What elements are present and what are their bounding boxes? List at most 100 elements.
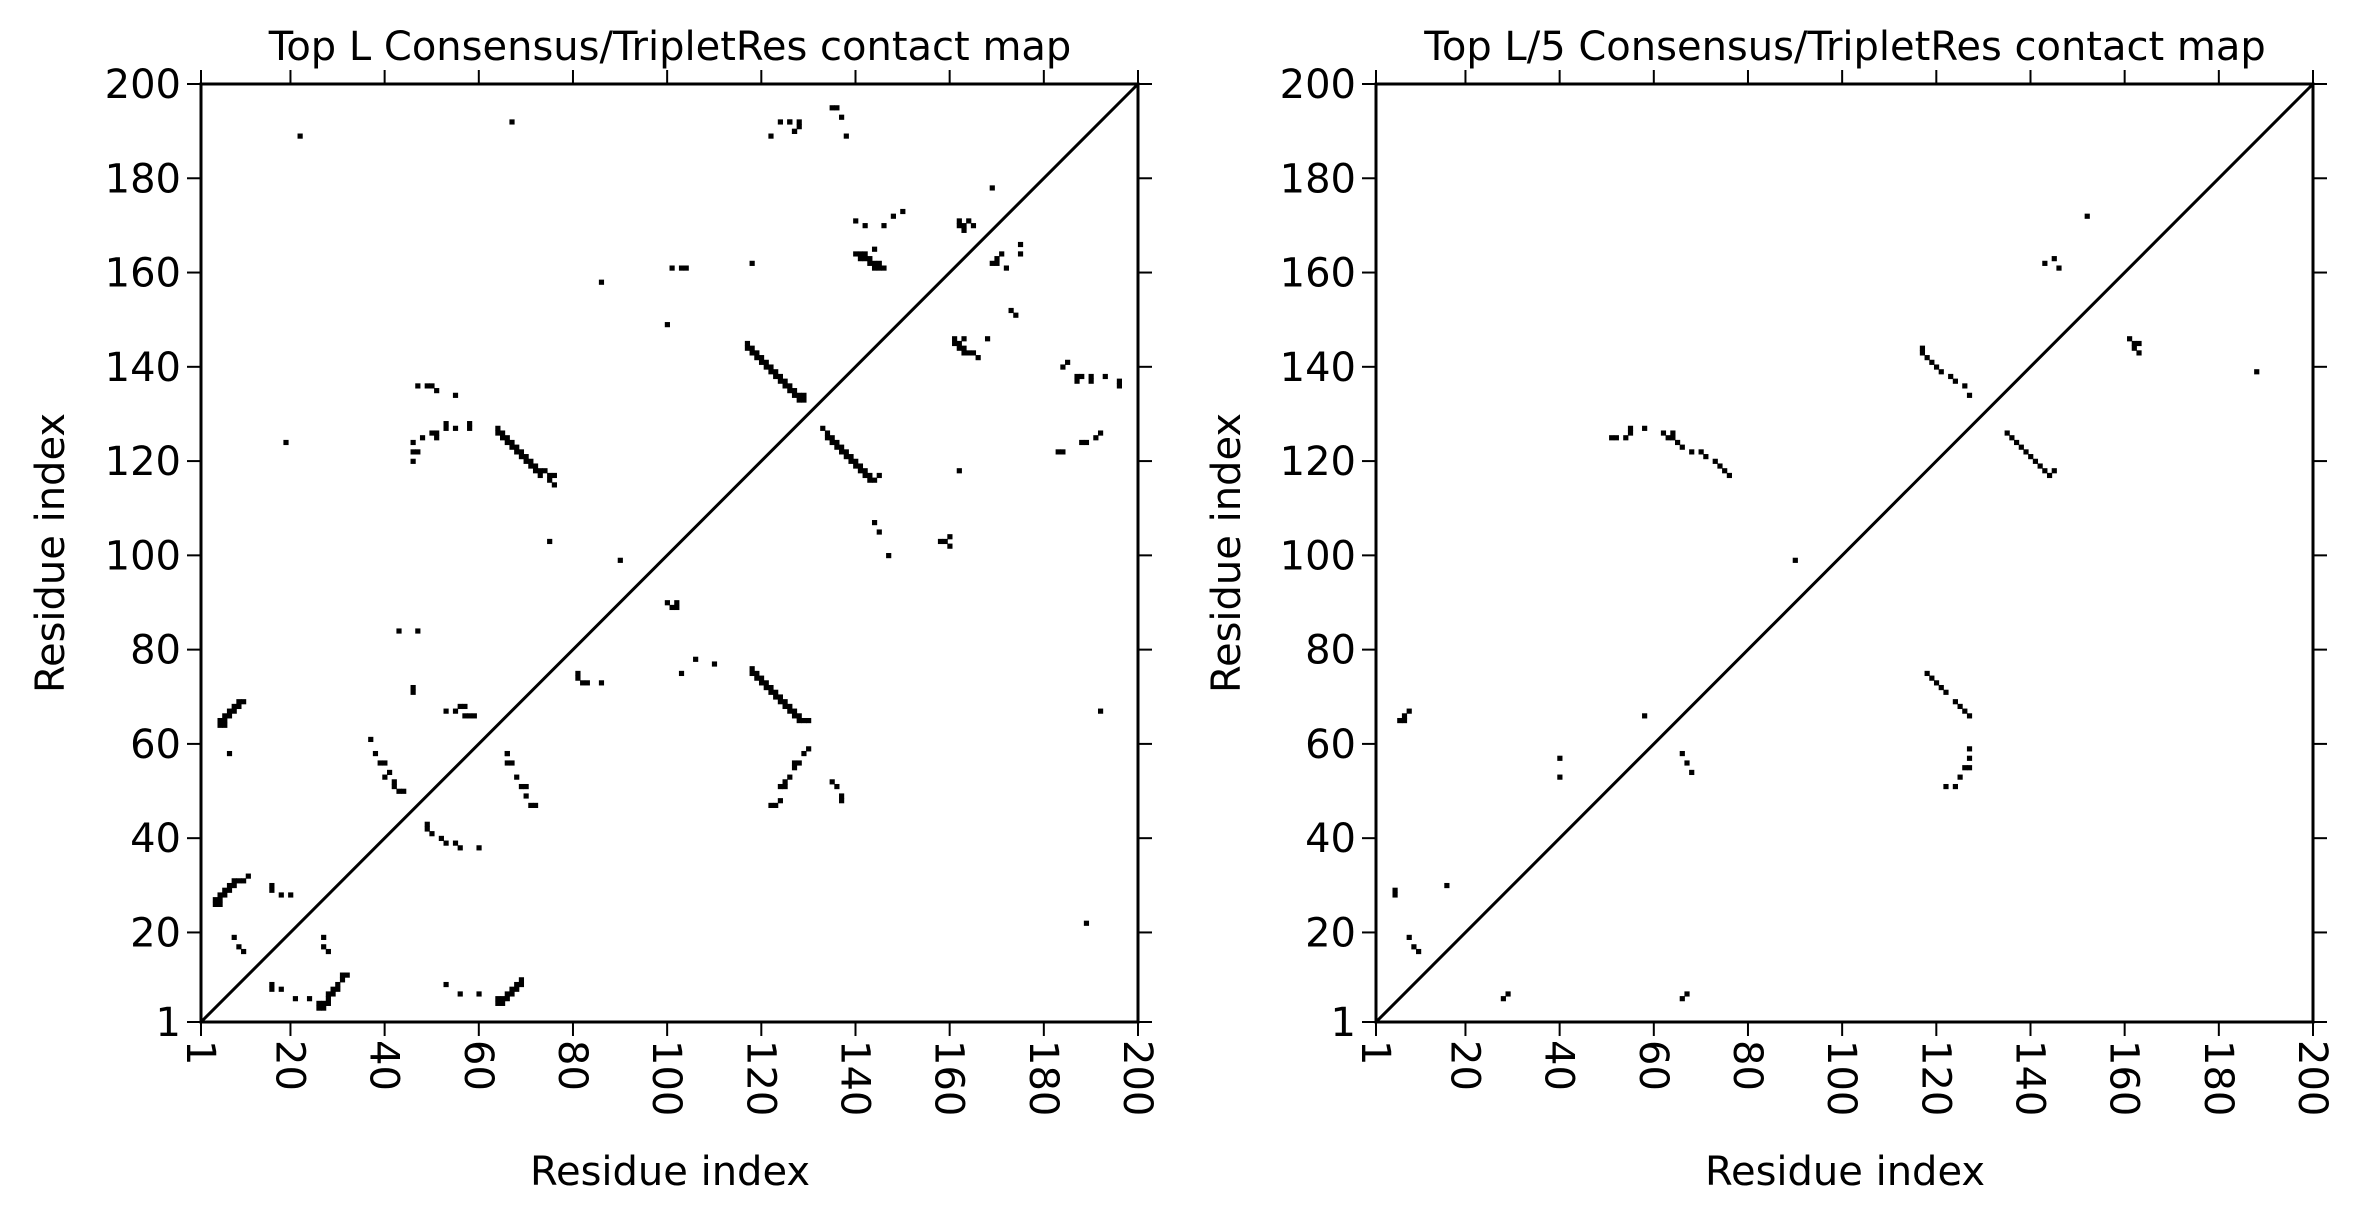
contact-mark — [2009, 435, 2015, 441]
contact-mark — [547, 538, 553, 545]
contact-mark — [744, 340, 751, 347]
contact-mark — [773, 689, 779, 695]
contact-mark — [820, 425, 826, 431]
contact-mark — [528, 802, 534, 809]
contact-mark — [1919, 350, 1926, 356]
x-tick-label: 160 — [926, 1040, 972, 1116]
contact-mark — [325, 948, 331, 955]
contact-mark — [1948, 373, 1954, 380]
contact-mark — [678, 670, 685, 677]
chart-title: Top L Consensus/TripletRes contact map — [268, 24, 1072, 70]
contact-mark — [956, 345, 962, 351]
contact-mark — [763, 680, 769, 686]
plot-frame — [199, 82, 1140, 1024]
contact-mark — [1966, 713, 1973, 719]
contact-mark — [886, 553, 892, 559]
contact-mark — [537, 472, 543, 479]
contact-mark — [791, 713, 798, 719]
contact-mark — [339, 972, 346, 978]
contact-mark — [236, 878, 242, 884]
contact-mark — [871, 260, 878, 266]
contact-mark — [1401, 717, 1408, 724]
contact-mark — [862, 468, 868, 474]
contact-mark — [1689, 449, 1695, 455]
contact-mark — [970, 350, 977, 356]
contact-mark — [2028, 454, 2034, 460]
contact-mark — [231, 703, 237, 710]
y-tick-label: 160 — [1280, 251, 1356, 297]
x-tick-label: 140 — [831, 1040, 877, 1116]
contact-mark — [476, 845, 482, 851]
contact-mark — [467, 713, 473, 719]
contact-mark — [777, 699, 783, 705]
contact-mark — [288, 892, 294, 898]
y-tick-label: 20 — [1305, 910, 1356, 956]
contact-mark — [410, 449, 416, 455]
contact-mark — [452, 708, 459, 714]
contact-mark — [1929, 675, 1935, 681]
contact-mark — [1962, 765, 1968, 771]
contact-mark — [236, 944, 242, 950]
contact-mark — [382, 760, 388, 766]
diagonal-line — [1374, 82, 2315, 1024]
contact-mark — [839, 798, 845, 804]
contact-mark — [452, 392, 459, 398]
contact-mark — [768, 364, 774, 370]
contact-mark — [857, 463, 864, 469]
contact-mark — [1726, 472, 1732, 479]
contact-mark — [245, 873, 251, 879]
contact-mark — [1642, 425, 1648, 431]
contact-mark — [509, 444, 515, 450]
contact-mark — [518, 454, 525, 460]
contact-mark — [504, 750, 510, 757]
contact-mark — [598, 279, 605, 285]
contact-mark — [1008, 307, 1014, 314]
contact-mark — [1679, 750, 1685, 757]
contact-mark — [410, 439, 416, 446]
contact-mark — [575, 670, 581, 677]
contact-mark — [504, 991, 510, 997]
contact-mark — [989, 185, 995, 191]
contact-mark — [415, 449, 421, 455]
contact-mark — [1919, 345, 1926, 351]
contact-mark — [664, 600, 670, 606]
contact-mark — [391, 779, 397, 785]
contact-mark — [857, 251, 864, 257]
contact-mark — [2056, 265, 2062, 271]
contact-mark — [1679, 444, 1685, 450]
contact-mark — [754, 675, 760, 681]
contact-mark — [994, 260, 1000, 266]
contact-mark — [853, 458, 859, 464]
contact-mark — [509, 760, 515, 766]
contact-mark — [970, 223, 977, 229]
contact-mark — [801, 717, 807, 724]
contact-mark — [952, 340, 958, 347]
contact-mark — [1102, 373, 1108, 380]
contact-mark — [231, 878, 237, 884]
contact-mark — [999, 251, 1005, 257]
contact-mark — [768, 689, 774, 695]
contact-mark — [1642, 713, 1648, 719]
contact-mark — [834, 105, 840, 111]
contact-mark — [777, 798, 783, 804]
contact-mark — [773, 373, 779, 380]
contact-mark — [900, 208, 906, 215]
contact-mark — [1055, 449, 1061, 455]
contact-mark — [890, 213, 896, 219]
x-ticks: 1 20 40 60 80 100 120 140 160 180 200 — [1352, 70, 2335, 1116]
contact-mark — [1401, 713, 1408, 719]
contact-mark — [226, 750, 233, 757]
contact-mark — [1079, 439, 1085, 446]
contact-mark — [674, 604, 680, 611]
contact-mark — [1684, 760, 1690, 766]
contact-mark — [532, 468, 539, 474]
contact-mark — [1966, 755, 1973, 761]
contact-mark — [1013, 312, 1019, 318]
contact-mark — [829, 779, 835, 785]
contact-mark — [952, 336, 958, 342]
chart-title: Top L/5 Consensus/TripletRes contact map — [1423, 24, 2266, 70]
x-tick-label: 200 — [1114, 1040, 1160, 1116]
contact-mark — [787, 388, 793, 394]
contact-mark — [269, 986, 275, 992]
